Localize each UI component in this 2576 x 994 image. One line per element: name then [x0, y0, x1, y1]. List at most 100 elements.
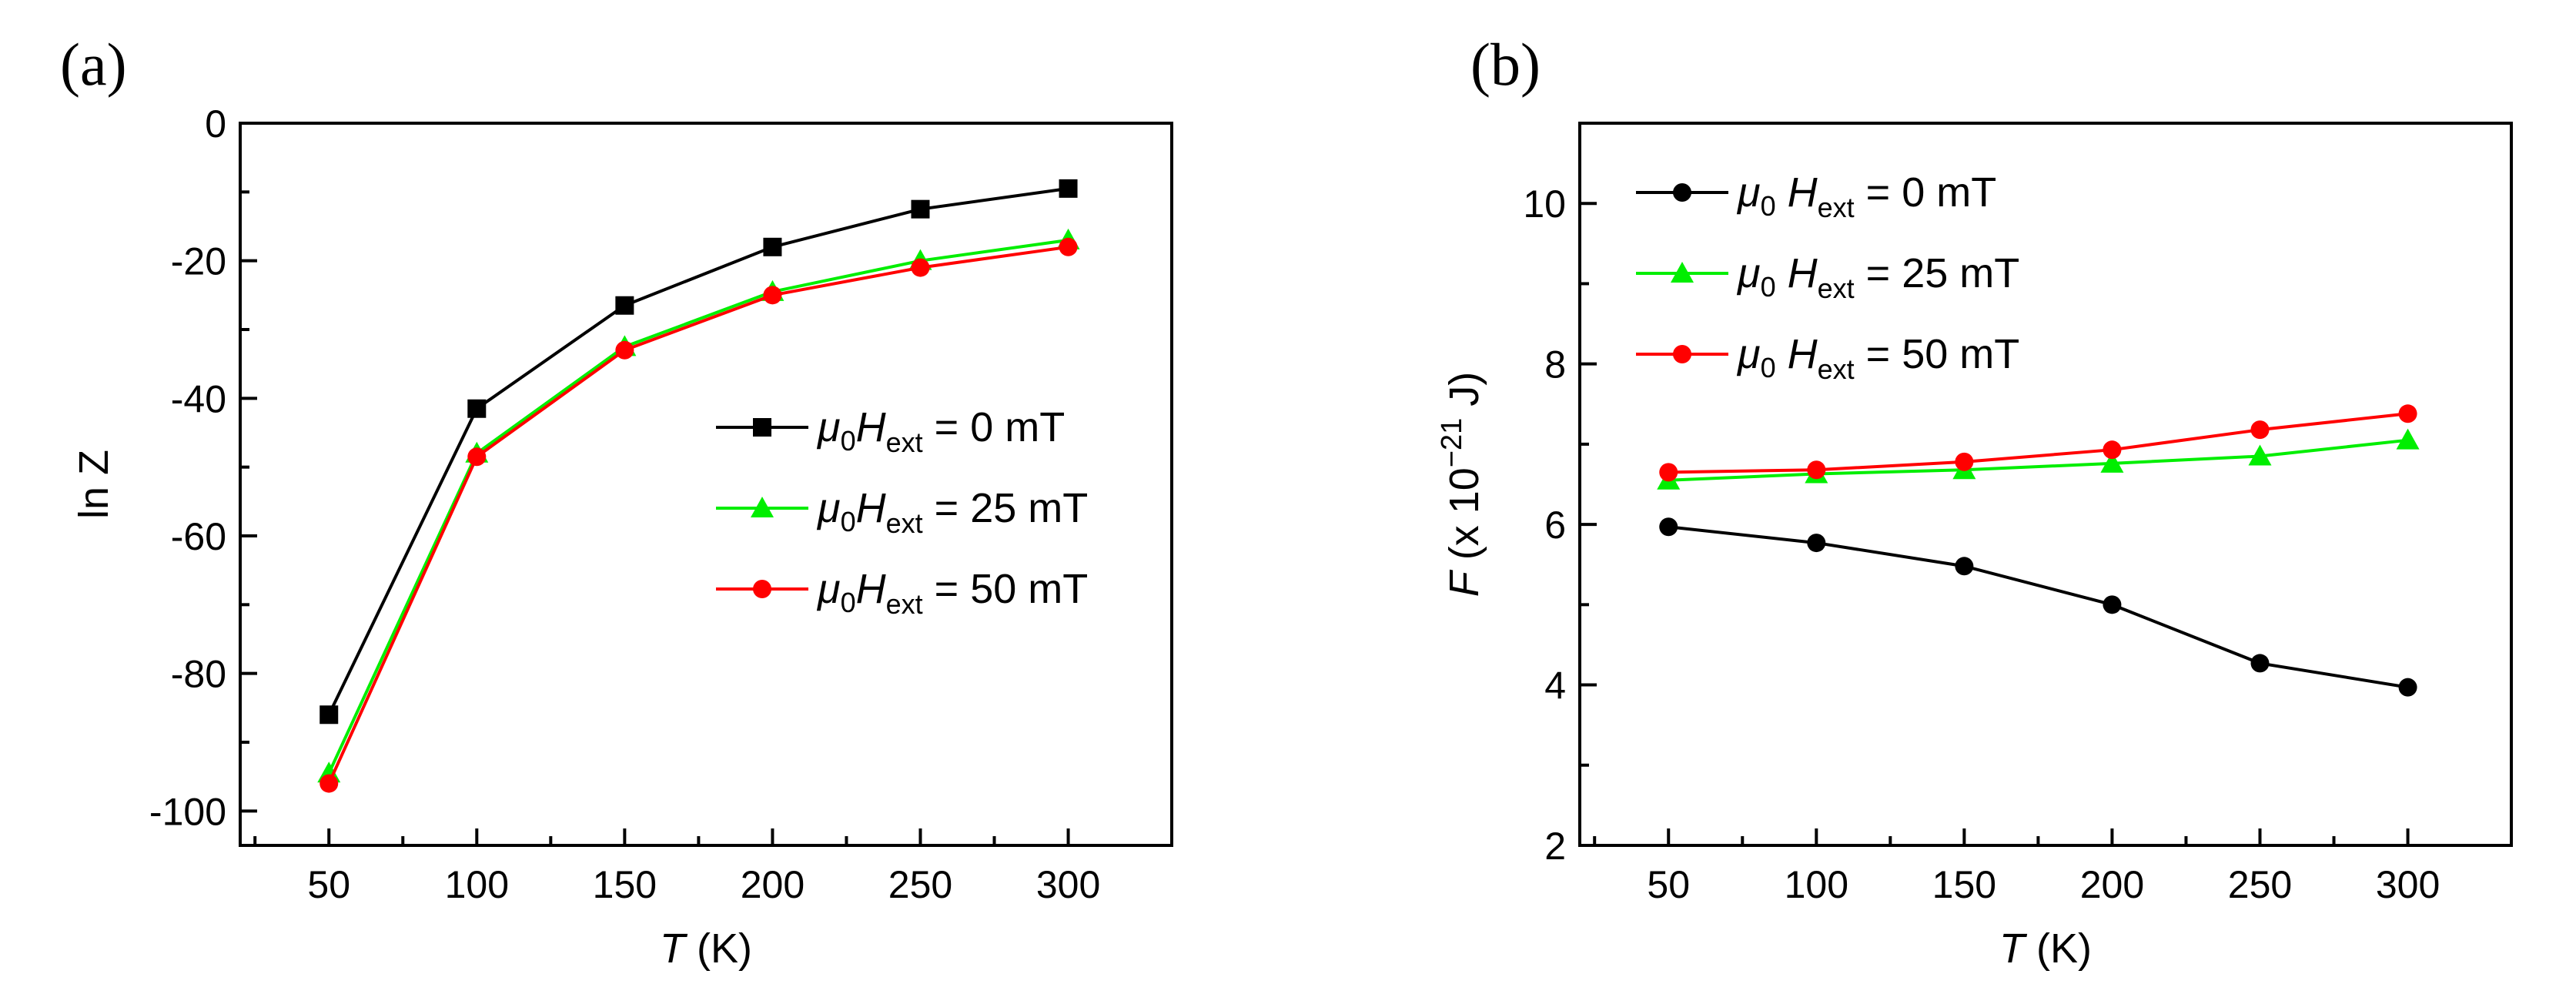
panel-b-series-0-point: [2250, 654, 2270, 673]
panel-a-series-2-point: [911, 258, 930, 277]
panel-a-series-0-point: [1059, 179, 1078, 198]
panel-b-y-axis-symbol: F: [1441, 569, 1487, 597]
panel-b-x-tick-label: 100: [1785, 863, 1848, 906]
panel-b-x-axis-label: T (K): [1999, 925, 2092, 972]
panel-a-legend-0-sample-marker: [753, 418, 771, 437]
panel-b-y-tick-label: 6: [1544, 504, 1566, 547]
panel-b-series-1-point: [2100, 451, 2124, 473]
legend-h: H: [1776, 169, 1818, 216]
panel-b-series-0-point: [2398, 678, 2417, 697]
legend-mu: μ: [1736, 331, 1761, 377]
panel-a-x-axis-symbol: T: [660, 925, 688, 972]
panel-b-y-tick-label: 4: [1544, 664, 1566, 708]
panel-b-x-tick-label: 250: [2228, 863, 2292, 906]
panel-b-x-tick-label: 200: [2080, 863, 2144, 906]
panel-b-series: [1657, 404, 2420, 697]
panel-a-y-tick-label: 0: [205, 102, 226, 146]
legend-h: H: [856, 566, 887, 612]
panel-b-series-0-point: [1955, 557, 1974, 576]
panel-a-series-0-point: [911, 199, 930, 219]
legend-h-subscript: ext: [886, 507, 923, 539]
panel-a-series: [317, 179, 1080, 793]
panel-a-x-tick-label: 150: [593, 863, 657, 906]
panel-a-legend-2-sample-marker: [753, 580, 771, 598]
panel-b-plot-frame: [1578, 122, 2513, 847]
panel-b-series-1-point: [2248, 444, 2272, 466]
legend-value: = 25 mT: [923, 485, 1089, 531]
panel-b-y-axis-label: F (x 10−21 J): [1436, 372, 1487, 597]
panel-b-series-2-point: [1807, 460, 1826, 480]
legend-mu: μ: [1736, 250, 1761, 296]
legend-h-subscript: ext: [1818, 192, 1855, 223]
panel-b-series-0-point: [1807, 534, 1826, 553]
legend-mu-subscript: 0: [1761, 271, 1776, 303]
panel-a-x-tick-label: 250: [888, 863, 952, 906]
panel-a-y-tick-label: -40: [171, 377, 226, 420]
legend-mu-subscript: 0: [841, 587, 856, 618]
panel-a-legend-2-label: μ0Hext = 50 mT: [816, 566, 1088, 620]
panel-b-x-axis-unit: (K): [2025, 925, 2092, 972]
panel-b-series-2-point: [2398, 404, 2417, 423]
panel-a-series-2-point: [467, 447, 487, 467]
legend-mu-subscript: 0: [841, 506, 856, 537]
legend-value: = 50 mT: [923, 566, 1089, 612]
panel-a-x-tick-label: 300: [1036, 863, 1100, 906]
panel-a-x-tick-label: 100: [445, 863, 509, 906]
panel-b-x-axis-symbol: T: [1999, 925, 2028, 972]
panel-b: (b) 50 100 150 200 250 300 2 4 6 8 10 F (x 10−21 J…: [1436, 31, 2513, 972]
panel-b-legend-2-sample-marker: [1673, 345, 1691, 363]
panel-b-legend-0-label: μ0 Hext = 0 mT: [1736, 169, 1996, 223]
panel-b-series-2-point: [1659, 463, 1678, 482]
panel-a-series-2-point: [319, 774, 339, 793]
panel-b-y-axis-unit-end: J): [1441, 372, 1487, 418]
panel-b-label: (b): [1470, 31, 1541, 98]
panel-a-series-0-line: [327, 186, 1069, 716]
legend-mu-subscript: 0: [1761, 352, 1776, 383]
panel-a-legend-1-label: μ0Hext = 25 mT: [816, 485, 1088, 539]
panel-a-y-tick-label: -80: [171, 653, 226, 696]
panel-b-legend-1-sample-marker: [1671, 262, 1694, 283]
panel-b-series-0-point: [2103, 595, 2122, 614]
panel-a-legend-1-sample-marker: [751, 497, 774, 517]
panel-a-plot-frame: [239, 122, 1173, 847]
panel-a-series-0-point: [615, 296, 634, 315]
legend-mu-subscript: 0: [1761, 190, 1776, 222]
panel-a-ticks: 50 100 150 200 250 300 -100 -80 -60 -40 -20 0: [149, 102, 1100, 906]
legend-h: H: [856, 404, 887, 450]
panel-a-y-tick-label: -60: [171, 515, 226, 558]
legend-mu: μ: [816, 485, 841, 531]
panel-a-y-axis-label: ln Z: [71, 450, 117, 519]
panel-b-series-2-point: [1955, 452, 1974, 471]
panel-b-x-tick-label: 300: [2376, 863, 2440, 906]
panel-a-series-0-point: [467, 399, 487, 418]
panel-a-series-0-point: [319, 705, 339, 725]
legend-h: H: [1776, 250, 1818, 296]
panel-b-series-0-point: [1659, 517, 1678, 537]
panel-a-x-axis-label: T (K): [660, 925, 752, 972]
panel-b-legend-2-label: μ0 Hext = 50 mT: [1736, 331, 2019, 385]
legend-h: H: [1776, 331, 1818, 377]
panel-b-series-2-point: [2250, 420, 2270, 440]
panel-a-x-tick-label: 50: [307, 863, 350, 906]
panel-a-series-1-line: [327, 238, 1069, 775]
legend-h-subscript: ext: [886, 588, 923, 620]
legend-value: = 0 mT: [1855, 169, 1997, 216]
panel-b-ticks: 50 100 150 200 250 300 2 4 6 8 10: [1523, 182, 2440, 906]
panel-b-y-tick-label: 10: [1523, 182, 1566, 226]
legend-h: H: [856, 485, 887, 531]
panel-b-y-tick-label: 8: [1544, 343, 1566, 387]
panel-b-y-axis-unit-start: (x 10: [1441, 467, 1487, 571]
legend-h-subscript: ext: [1818, 353, 1855, 385]
panel-b-series-2-point: [2103, 440, 2122, 460]
panel-b-y-axis-exponent: −21: [1436, 418, 1468, 467]
panel-b-series-1-line: [1668, 438, 2408, 482]
panel-a-x-axis-unit: (K): [685, 925, 752, 972]
legend-mu: μ: [816, 566, 841, 612]
panel-a: (a) 50 100 150 200 250 300 -100 -80 -60 -40 -20 0 l…: [60, 31, 1173, 972]
panel-b-x-tick-label: 50: [1647, 863, 1690, 906]
panel-a-y-tick-label: -100: [149, 790, 226, 833]
panel-a-legend-0-label: μ0Hext = 0 mT: [816, 404, 1065, 458]
